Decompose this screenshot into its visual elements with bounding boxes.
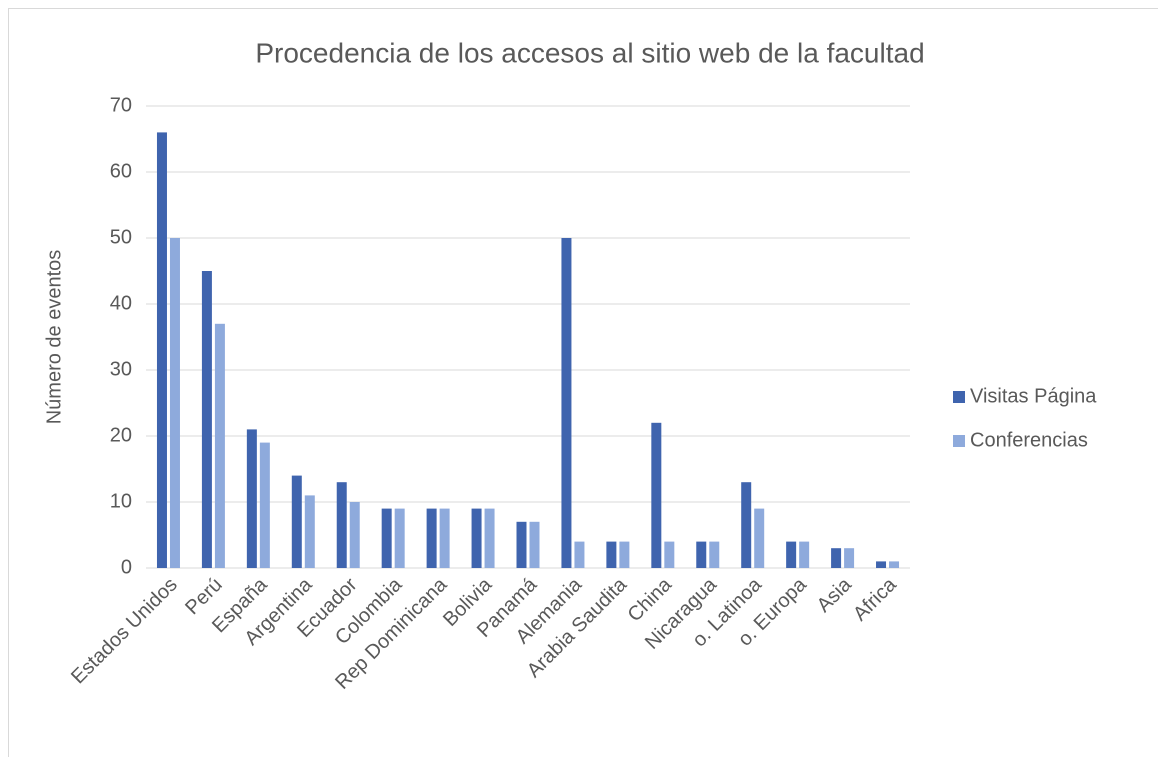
bar [259, 442, 270, 568]
bar [439, 508, 450, 568]
bar [169, 238, 180, 568]
bar [651, 422, 662, 568]
bar [484, 508, 495, 568]
bar [246, 429, 257, 568]
bar [876, 561, 887, 568]
bar [381, 508, 392, 568]
y-tick-label: 50 [110, 226, 132, 248]
bar [336, 482, 347, 568]
x-tick-label: Africa [849, 573, 901, 625]
bar [741, 482, 752, 568]
bar [561, 238, 572, 568]
bar [831, 548, 842, 568]
legend-swatch [953, 435, 965, 447]
legend-label: Conferencias [970, 429, 1088, 451]
legend-label: Visitas Página [970, 385, 1097, 407]
y-tick-label: 40 [110, 292, 132, 314]
bar [786, 541, 797, 568]
bar [606, 541, 617, 568]
y-tick-label: 60 [110, 160, 132, 182]
bar [304, 495, 315, 568]
chart-title: Procedencia de los accesos al sitio web … [255, 37, 924, 68]
bar [291, 475, 302, 568]
y-tick-label: 20 [110, 424, 132, 446]
bar [156, 132, 167, 568]
bar [709, 541, 720, 568]
bar [664, 541, 675, 568]
bar [799, 541, 810, 568]
y-axis-label: Número de eventos [43, 250, 65, 425]
bar [214, 323, 225, 568]
x-tick-label: Estados Unidos [67, 574, 182, 689]
bar [889, 561, 900, 568]
bar [844, 548, 855, 568]
bar [696, 541, 707, 568]
y-tick-label: 0 [121, 556, 132, 578]
y-tick-label: 30 [110, 358, 132, 380]
bar [754, 508, 765, 568]
bar [394, 508, 405, 568]
y-tick-label: 70 [110, 94, 132, 116]
bar [516, 521, 527, 568]
chart-frame [8, 8, 1158, 757]
bar [619, 541, 630, 568]
y-tick-label: 10 [110, 490, 132, 512]
bar [426, 508, 437, 568]
bar [574, 541, 585, 568]
legend-swatch [953, 391, 965, 403]
bar [471, 508, 482, 568]
bar [349, 502, 360, 568]
bar [201, 271, 212, 568]
bar [529, 521, 540, 568]
